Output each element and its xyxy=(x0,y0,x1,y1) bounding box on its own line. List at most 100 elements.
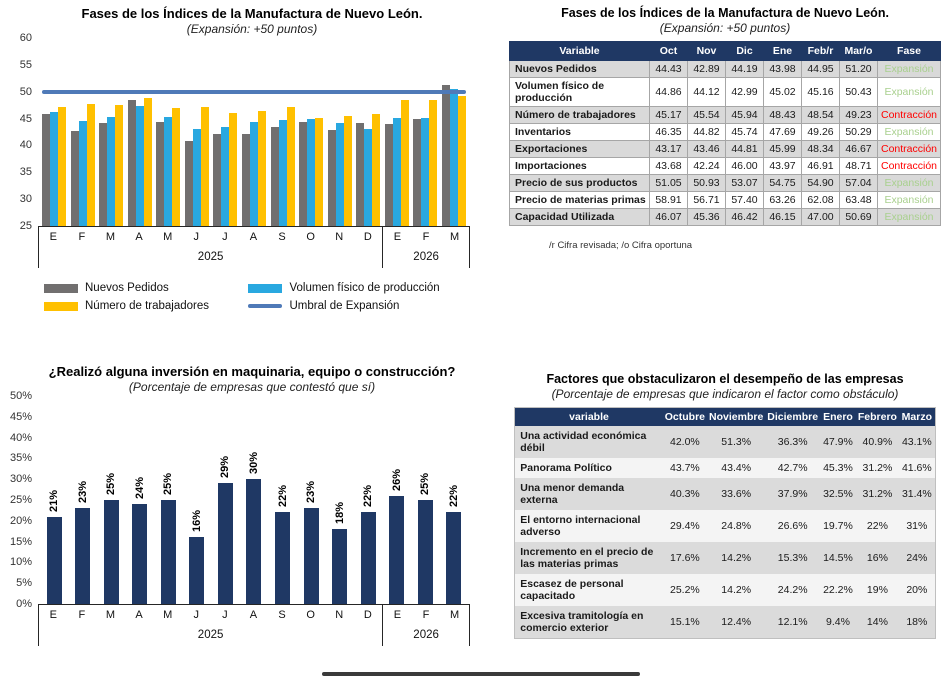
value-cell: 25.2% xyxy=(662,574,708,606)
umbral-line xyxy=(42,89,466,94)
value-cell: 46.00 xyxy=(724,157,764,175)
bar-segment xyxy=(200,106,209,226)
value-cell: 26.6% xyxy=(765,510,821,542)
legend-item: Número de trabajadores xyxy=(44,300,248,312)
month-label: F xyxy=(78,609,86,621)
value-cell: 43.68 xyxy=(648,157,688,175)
table-row: Capacidad Utilizada 46.07 45.36 46.42 46.15 4… xyxy=(508,208,942,226)
bar-segment xyxy=(192,129,201,226)
value-cell: 15.1% xyxy=(662,606,708,639)
variable-cell: Una menor demanda externa xyxy=(514,478,663,510)
value-cell: 50.29 xyxy=(838,123,878,141)
value-cell: 57.40 xyxy=(724,191,764,209)
fase-cell: Contracción xyxy=(876,140,942,158)
fases-table-subtitle: (Expansión: +50 puntos) xyxy=(659,21,791,35)
fases-bar-chart: 60 55 50 45 40 35 30 25 E F M A M J J A S O N D E F M 2025 2026 xyxy=(8,32,470,268)
column-header: Nov xyxy=(686,41,726,61)
bar-segment xyxy=(86,104,95,226)
table-header-row: Variable Oct Nov Dic Ene Feb/r Mar/o Fase xyxy=(508,41,942,61)
fase-cell: Expansión xyxy=(876,60,942,78)
variable-cell: Excesiva tramitología en comercio exteri… xyxy=(514,606,663,639)
variable-cell: Capacidad Utilizada xyxy=(508,208,650,226)
bar-group xyxy=(97,104,126,226)
y-axis-tick: 50% xyxy=(9,390,32,402)
value-cell: 16% xyxy=(855,542,899,574)
bar-segment xyxy=(132,504,148,604)
panel-fases-table: Fases de los Índices de la Manufactura d… xyxy=(505,6,945,251)
bar-group: 21% xyxy=(40,490,69,604)
legend-label: Número de trabajadores xyxy=(85,300,210,312)
bar-value-label: 25% xyxy=(105,472,118,495)
value-cell: 46.35 xyxy=(648,123,688,141)
month-label: O xyxy=(306,609,315,621)
column-header: Octubre xyxy=(662,407,708,426)
bar-value-label: 25% xyxy=(162,472,175,495)
legend-label: Umbral de Expansión xyxy=(289,300,400,312)
value-cell: 14.2% xyxy=(707,574,766,606)
value-cell: 58.91 xyxy=(648,191,688,209)
bar-group xyxy=(268,107,297,226)
table-row: Inventarios 46.35 44.82 45.74 47.69 49.26 50.2… xyxy=(508,123,942,141)
table-row: El entorno internacional adverso 29.4% 24.… xyxy=(514,510,936,542)
column-header: Feb/r xyxy=(800,41,840,61)
bar-segment xyxy=(335,123,344,226)
value-cell: 45.94 xyxy=(724,106,764,124)
bar-segment xyxy=(303,508,319,604)
factores-table-title: Factores que obstaculizaron el desempeño… xyxy=(546,372,904,386)
bar-value-label: 25% xyxy=(419,472,432,495)
bar-segment xyxy=(58,107,67,226)
y-axis: 50% 45% 40% 35% 30% 25% 20% 15% 10% 5% 0% xyxy=(8,390,38,610)
bar-segment xyxy=(332,529,348,604)
bar-segment xyxy=(343,115,352,226)
variable-cell: Escasez de personal capacitado xyxy=(514,574,663,606)
value-cell: 40.3% xyxy=(662,478,708,510)
plot-area xyxy=(38,38,470,226)
value-cell: 43.97 xyxy=(762,157,802,175)
bar-group: 22% xyxy=(439,485,468,604)
bar-segment xyxy=(364,129,373,226)
y-axis-tick: 55 xyxy=(19,58,32,71)
value-cell: 62.08 xyxy=(800,191,840,209)
bar-group: 22% xyxy=(354,485,383,604)
chart-area: 60 55 50 45 40 35 30 25 E F M A M J J A S O N D E F M 2025 2026 xyxy=(8,32,470,268)
value-cell: 29.4% xyxy=(662,510,708,542)
bar-value-label: 30% xyxy=(247,452,260,475)
month-label: A xyxy=(135,609,143,621)
value-cell: 14% xyxy=(855,606,899,639)
column-header: Diciembre xyxy=(765,407,821,426)
value-cell: 44.12 xyxy=(686,77,726,107)
month-label: A xyxy=(249,609,258,621)
variable-cell: Importaciones xyxy=(508,157,650,175)
value-cell: 49.26 xyxy=(800,123,840,141)
value-cell: 45.99 xyxy=(762,140,802,158)
y-axis-tick: 15% xyxy=(9,535,32,548)
bar-group: 24% xyxy=(126,477,155,604)
bar-segment xyxy=(78,120,87,226)
variable-cell: Exportaciones xyxy=(508,140,650,158)
bar-group xyxy=(325,115,354,226)
bar-segment xyxy=(70,131,79,226)
bar-group xyxy=(354,113,383,226)
bar-group: 23% xyxy=(69,481,98,604)
value-cell: 45.74 xyxy=(724,123,764,141)
value-cell: 47.9% xyxy=(820,426,856,458)
bar-group: 29% xyxy=(211,456,240,604)
bar-segment xyxy=(99,122,108,226)
plot-column: 21% 23% 25% 24% 25% 16% 29% 30% 22% 23% 18% 22% 26% 2… xyxy=(38,396,470,646)
month-label: J xyxy=(222,609,228,621)
value-cell: 42.0% xyxy=(662,426,708,458)
bar-segment xyxy=(421,117,430,226)
value-cell: 45.17 xyxy=(648,106,688,124)
fases-table-title: Fases de los Índices de la Manufactura d… xyxy=(561,6,889,20)
value-cell: 44.43 xyxy=(648,60,688,78)
bar-segment xyxy=(46,516,62,604)
variable-cell: Inventarios xyxy=(508,123,650,141)
value-cell: 54.90 xyxy=(800,174,840,192)
value-cell: 44.82 xyxy=(686,123,726,141)
month-label: E xyxy=(49,231,57,243)
bar-group: 25% xyxy=(411,473,440,604)
bar-segment xyxy=(221,127,230,226)
bar-segment xyxy=(400,100,409,226)
value-cell: 12.1% xyxy=(765,606,821,639)
